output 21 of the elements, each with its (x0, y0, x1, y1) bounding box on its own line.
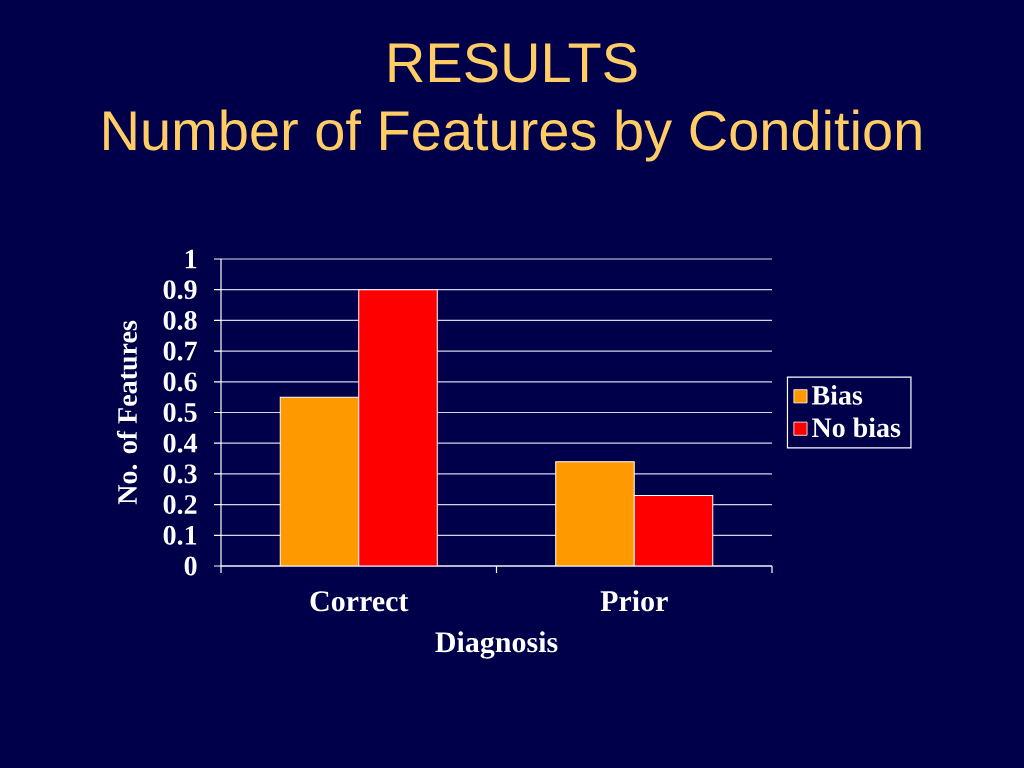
y-axis-title: No. of Features (116, 320, 138, 505)
y-tick-label: 0 (184, 556, 197, 576)
x-tick-label: Prior (600, 590, 668, 612)
y-tick-label: 0.6 (163, 372, 197, 392)
bar (555, 461, 635, 566)
legend-label: No bias (812, 417, 901, 438)
chart-title: RESULTS (389, 42, 637, 83)
legend-label: Bias (811, 385, 863, 405)
y-tick-label: 0.9 (163, 280, 197, 300)
x-tick-label: Correct (310, 591, 409, 612)
y-tick-label: 0.3 (163, 464, 197, 484)
y-tick-label: 1 (185, 249, 197, 269)
y-tick-label: 0.4 (163, 433, 198, 453)
y-tick-label: 0.5 (163, 402, 197, 423)
y-tick-label: 0.2 (163, 495, 197, 515)
y-tick-label: 0.1 (163, 525, 197, 545)
y-tick-label: 0.8 (163, 310, 197, 330)
bar (280, 397, 359, 566)
y-tick-label: 0.7 (163, 341, 197, 361)
x-axis-title: Diagnosis (435, 631, 558, 659)
chart-subtitle: Number of Features by Condition (104, 109, 921, 162)
